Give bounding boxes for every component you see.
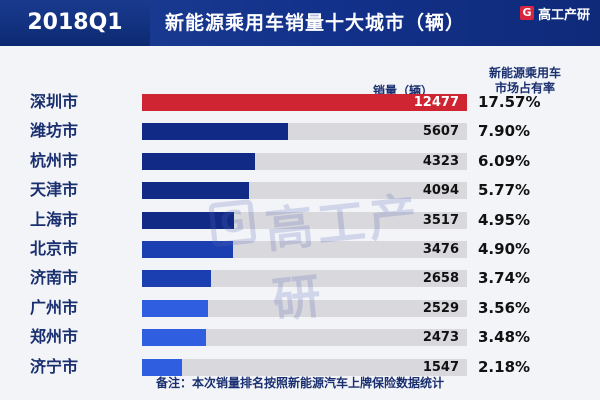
city-label: 郑州市 bbox=[30, 327, 79, 346]
share-value-label: 6.09% bbox=[478, 152, 531, 170]
chart-row: 天津市 4094 5.77% bbox=[0, 177, 600, 203]
city-label: 广州市 bbox=[30, 298, 79, 317]
city-label: 潍坊市 bbox=[30, 121, 79, 140]
sales-value-label: 12477 bbox=[413, 95, 459, 110]
city-label: 上海市 bbox=[30, 210, 79, 229]
bar bbox=[142, 241, 233, 258]
share-value-label: 5.77% bbox=[478, 181, 531, 199]
chart-row: 郑州市 2473 3.48% bbox=[0, 324, 600, 350]
bar-track: 5607 bbox=[142, 123, 467, 140]
bar-track: 12477 bbox=[142, 94, 467, 111]
share-value-label: 4.90% bbox=[478, 240, 531, 258]
footnote: 备注：本次销量排名按照新能源汽车上牌保险数据统计 bbox=[155, 376, 444, 390]
chart-title: 新能源乘用车销量十大城市（辆） bbox=[165, 12, 466, 34]
city-label: 深圳市 bbox=[30, 92, 79, 111]
bar-track: 4094 bbox=[142, 182, 467, 199]
share-value-label: 3.48% bbox=[478, 328, 531, 346]
brand: G 高工产研 bbox=[519, 4, 590, 23]
bar-track: 3476 bbox=[142, 241, 467, 258]
city-label: 济南市 bbox=[30, 268, 79, 287]
brand-logo-icon: G bbox=[519, 6, 534, 20]
sales-value-label: 2529 bbox=[422, 301, 459, 316]
city-label: 天津市 bbox=[30, 180, 79, 199]
chart-row: 深圳市 12477 17.57% bbox=[0, 89, 600, 115]
share-value-label: 3.74% bbox=[478, 269, 531, 287]
bar-track: 1547 bbox=[142, 359, 467, 376]
bar-track: 4323 bbox=[142, 153, 467, 170]
chart-row: 上海市 3517 4.95% bbox=[0, 207, 600, 233]
bar bbox=[142, 270, 211, 287]
share-column-header: 新能源乘用车 市场占有率 bbox=[460, 66, 590, 96]
bar-track: 3517 bbox=[142, 212, 467, 229]
bar-track: 2529 bbox=[142, 300, 467, 317]
share-header-line1: 新能源乘用车 bbox=[488, 66, 561, 80]
sales-value-label: 3517 bbox=[422, 213, 459, 228]
bar bbox=[142, 153, 255, 170]
chart-row: 杭州市 4323 6.09% bbox=[0, 148, 600, 174]
share-value-label: 2.18% bbox=[478, 358, 531, 376]
chart-row: 济南市 2658 3.74% bbox=[0, 265, 600, 291]
sales-value-label: 4323 bbox=[422, 154, 459, 169]
sales-value-label: 3476 bbox=[422, 242, 459, 257]
city-label: 杭州市 bbox=[30, 151, 79, 170]
header-bar: 2018Q1 新能源乘用车销量十大城市（辆） G 高工产研 bbox=[0, 0, 600, 46]
chart-row: 济宁市 1547 2.18% bbox=[0, 354, 600, 380]
bar bbox=[142, 329, 206, 346]
brand-name: 高工产研 bbox=[537, 7, 590, 23]
bar-track: 2473 bbox=[142, 329, 467, 346]
period-label: 2018Q1 bbox=[0, 0, 150, 46]
city-label: 济宁市 bbox=[30, 357, 79, 376]
sales-value-label: 1547 bbox=[422, 360, 459, 375]
bar bbox=[142, 94, 467, 111]
bar bbox=[142, 182, 249, 199]
share-value-label: 7.90% bbox=[478, 122, 531, 140]
chart-row: 北京市 3476 4.90% bbox=[0, 236, 600, 262]
bar bbox=[142, 300, 208, 317]
chart-row: 广州市 2529 3.56% bbox=[0, 295, 600, 321]
bar bbox=[142, 359, 182, 376]
city-label: 北京市 bbox=[30, 239, 79, 258]
bar bbox=[142, 123, 288, 140]
share-value-label: 4.95% bbox=[478, 211, 531, 229]
sales-value-label: 2658 bbox=[422, 271, 459, 286]
bar-track: 2658 bbox=[142, 270, 467, 287]
chart-row: 潍坊市 5607 7.90% bbox=[0, 118, 600, 144]
share-value-label: 3.56% bbox=[478, 299, 531, 317]
bar bbox=[142, 212, 234, 229]
sales-value-label: 4094 bbox=[422, 183, 459, 198]
share-header-line2: 市场占有率 bbox=[494, 81, 555, 95]
sales-value-label: 2473 bbox=[422, 330, 459, 345]
share-value-label: 17.57% bbox=[478, 93, 541, 111]
sales-value-label: 5607 bbox=[422, 124, 459, 139]
